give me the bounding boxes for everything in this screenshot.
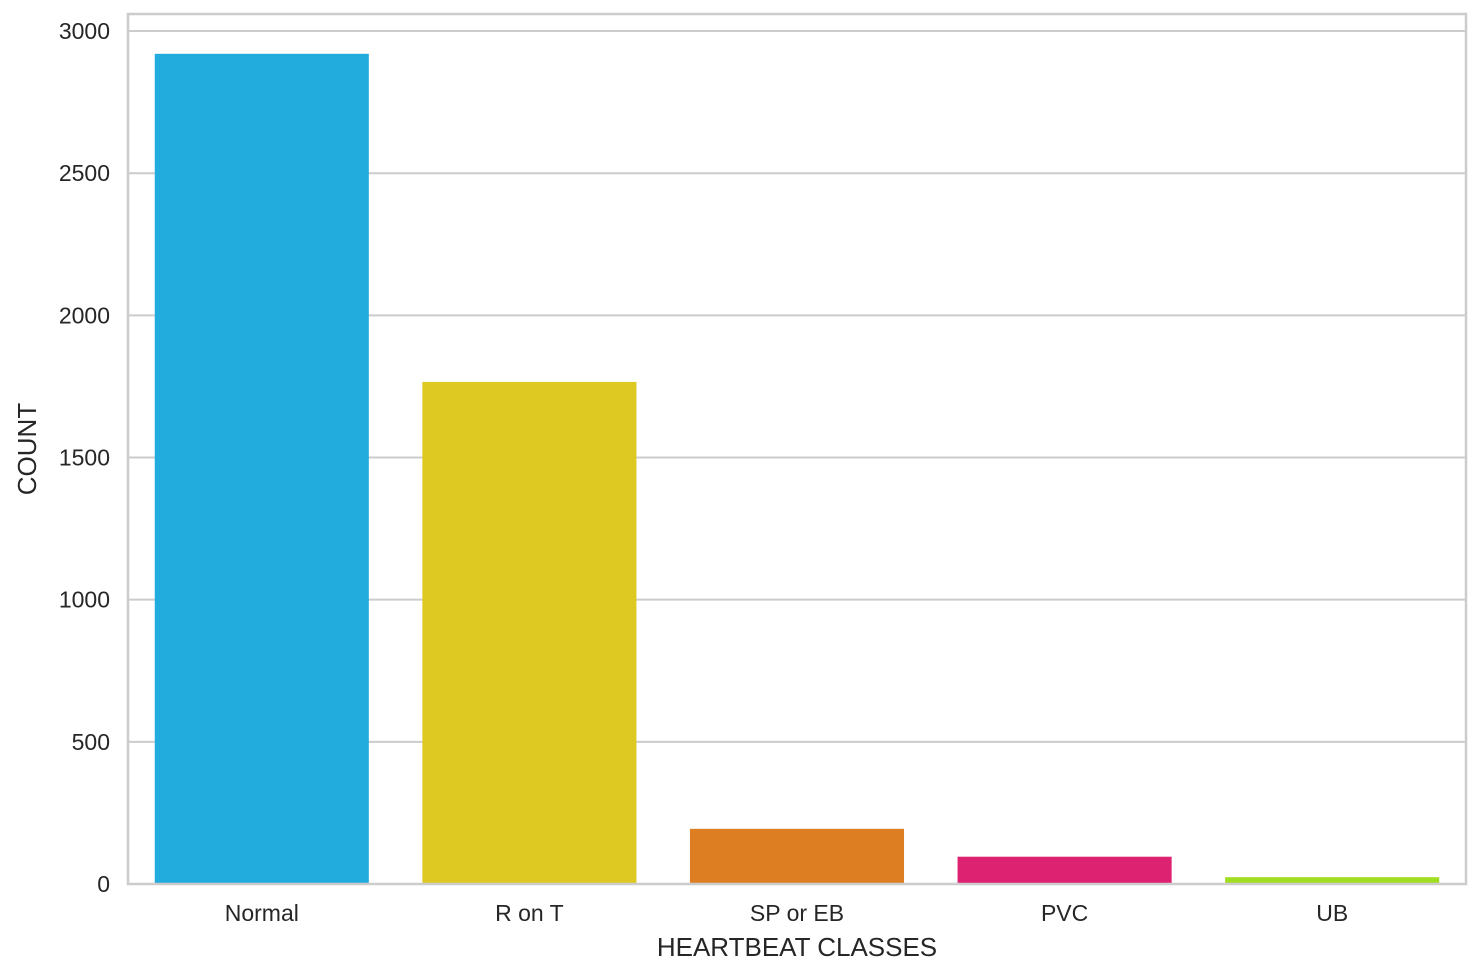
bar-pvc xyxy=(957,856,1172,884)
bar-sp-or-eb xyxy=(689,828,905,884)
y-tick-label: 1500 xyxy=(59,445,110,471)
bar-normal xyxy=(154,53,369,885)
y-tick-label: 2000 xyxy=(59,302,110,328)
x-tick-label: UB xyxy=(1316,900,1348,926)
bar-ub xyxy=(1225,877,1440,884)
bar-r-on-t xyxy=(422,381,637,884)
y-tick-label: 2500 xyxy=(59,160,110,186)
plot-frame xyxy=(126,12,1468,886)
bars xyxy=(154,53,1440,885)
y-tick-label: 500 xyxy=(72,729,110,755)
x-tick-label: R on T xyxy=(495,900,564,926)
x-tick-labels: Normal R on T SP or EB PVC UB xyxy=(225,900,1348,926)
x-tick-label: Normal xyxy=(225,900,299,926)
y-tick-label: 1000 xyxy=(59,587,110,613)
y-axis-label: COUNT xyxy=(12,403,42,496)
y-tick-label: 0 xyxy=(97,871,110,897)
y-tick-label: 3000 xyxy=(59,18,110,44)
x-tick-label: SP or EB xyxy=(750,900,844,926)
x-tick-label: PVC xyxy=(1041,900,1088,926)
x-axis-label: HEARTBEAT CLASSES xyxy=(657,932,937,962)
y-tick-labels: 0 500 1000 1500 2000 2500 3000 xyxy=(59,18,110,897)
